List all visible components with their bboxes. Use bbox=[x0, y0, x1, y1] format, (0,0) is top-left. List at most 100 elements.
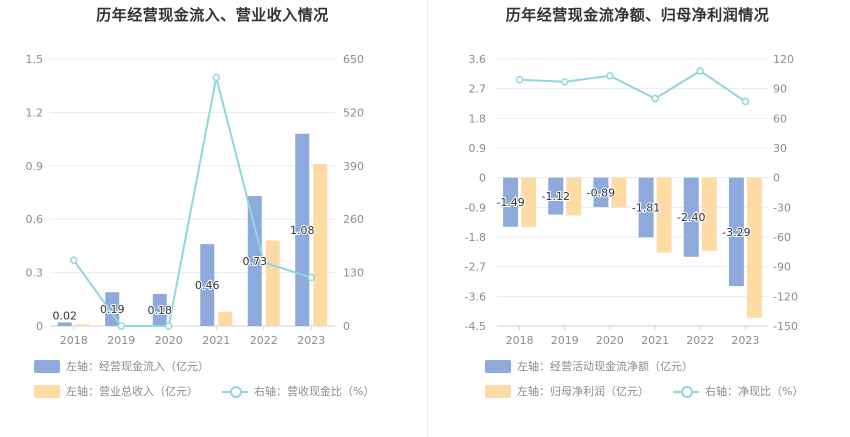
data-label: -1.12 bbox=[542, 190, 570, 203]
x-axis-tick-label: 2019 bbox=[551, 334, 579, 347]
right-axis-tick-label: 0 bbox=[343, 320, 350, 333]
right-axis-tick-label: 650 bbox=[343, 53, 364, 66]
right-axis-tick-label: 0 bbox=[773, 172, 780, 185]
legend-item-series-3[interactable]: 右轴：净现比（%） bbox=[673, 383, 803, 399]
right-axis-tick-label: -30 bbox=[773, 201, 791, 214]
bar-series-1 bbox=[247, 196, 262, 326]
data-label: 0.19 bbox=[100, 303, 125, 316]
chart-panel-cash-inflow: 历年经营现金流入、营业收入情况 0 0.3 0.6 0.9 1.2 1.5 0 130 260 3… bbox=[26, 6, 375, 399]
x-axis-tick-label: 2018 bbox=[506, 334, 534, 347]
line-series bbox=[72, 77, 312, 327]
legend-label: 左轴：经营活动现金流净额（亿元） bbox=[517, 360, 693, 373]
right-axis-tick-label: -60 bbox=[773, 231, 791, 244]
left-axis-tick-label: 0.9 bbox=[469, 142, 487, 155]
legend-swatch-icon bbox=[485, 384, 511, 398]
right-axis-tick-label: 260 bbox=[343, 213, 364, 226]
bar-series-2 bbox=[611, 177, 627, 208]
left-axis-tick-label: -4.5 bbox=[465, 320, 486, 333]
right-axis-tick-label: -90 bbox=[773, 261, 791, 274]
legend-item-series-3[interactable]: 右轴：营收现金比（%） bbox=[222, 383, 374, 399]
line-point bbox=[165, 322, 173, 330]
bar-series-2 bbox=[218, 311, 233, 326]
right-axis-tick-label: 130 bbox=[343, 267, 364, 280]
bar-series-2 bbox=[265, 240, 280, 326]
data-label: -0.89 bbox=[587, 186, 615, 199]
legend-item-series-2[interactable]: 左轴：营业总收入（亿元） bbox=[34, 383, 198, 399]
data-label: 0.18 bbox=[148, 304, 173, 317]
chart-plot: 0 0.3 0.6 0.9 1.2 1.5 0 130 260 390 520 650 2018 2019… bbox=[26, 53, 365, 347]
x-axis-tick-label: 2022 bbox=[686, 334, 714, 347]
left-axis-tick-label: 1.2 bbox=[26, 106, 44, 119]
x-axis-tick-label: 2022 bbox=[250, 334, 278, 347]
line-series bbox=[519, 69, 746, 103]
legend-label: 右轴：营收现金比（%） bbox=[254, 385, 375, 398]
data-label: -1.49 bbox=[496, 196, 524, 209]
bar-series-2 bbox=[313, 164, 328, 326]
x-axis-tick-label: 2019 bbox=[107, 334, 135, 347]
x-axis-tick-label: 2023 bbox=[297, 334, 325, 347]
line-point bbox=[561, 77, 569, 86]
x-axis-tick-label: 2023 bbox=[731, 334, 759, 347]
legend-swatch-icon bbox=[485, 359, 511, 373]
bar-series-1 bbox=[503, 177, 519, 227]
left-axis-tick-label: 3.6 bbox=[469, 53, 487, 66]
bar-series-1 bbox=[200, 244, 215, 326]
legend-item-series-2[interactable]: 左轴：归母净利润（亿元） bbox=[485, 383, 649, 399]
data-label: 0.73 bbox=[243, 255, 268, 268]
data-label: -3.29 bbox=[722, 226, 750, 239]
line-point bbox=[606, 72, 614, 80]
line-point bbox=[696, 67, 704, 75]
left-axis-tick-label: -1.8 bbox=[465, 231, 486, 244]
line-point bbox=[260, 258, 268, 267]
left-axis-tick-label: 0 bbox=[479, 172, 486, 185]
line-point bbox=[515, 76, 524, 84]
bar-series-1 bbox=[548, 177, 564, 215]
bar-series-1 bbox=[728, 177, 744, 287]
right-axis-tick-label: 390 bbox=[343, 160, 364, 173]
legend-swatch-icon bbox=[34, 359, 60, 373]
left-axis-tick-label: 0.6 bbox=[26, 213, 44, 226]
right-axis-tick-label: 30 bbox=[773, 142, 787, 155]
data-label: 0.46 bbox=[195, 279, 220, 292]
right-axis-tick-label: 120 bbox=[773, 53, 794, 66]
chart-plot: -4.5 -3.6 -2.7 -1.8 -0.9 0 0.9 1.8 2.7 3.6 -150 -12… bbox=[465, 53, 798, 347]
legend-label: 左轴：归母净利润（亿元） bbox=[517, 385, 649, 398]
right-axis-tick-label: -150 bbox=[773, 320, 798, 333]
line-point bbox=[117, 322, 125, 330]
legend-label: 左轴：营业总收入（亿元） bbox=[66, 385, 198, 398]
data-label: -2.40 bbox=[677, 211, 705, 224]
data-label: -1.81 bbox=[632, 201, 660, 214]
line-point bbox=[70, 256, 78, 265]
left-axis-tick-label: -3.6 bbox=[465, 290, 486, 303]
bar-series-1 bbox=[57, 322, 72, 326]
chart-title: 历年经营现金流净额、归母净利润情况 bbox=[505, 6, 770, 24]
right-axis-tick-label: 520 bbox=[343, 106, 364, 119]
left-axis-tick-label: -0.9 bbox=[465, 201, 486, 214]
bar-series-2 bbox=[701, 177, 717, 251]
chart-panel-net-cash: 历年经营现金流净额、归母净利润情况 -4.5 -3.6 -2.7 -1.8 -0.9 0 0… bbox=[425, 0, 850, 437]
line-point bbox=[307, 273, 315, 282]
legend-label: 左轴：经营现金流入（亿元） bbox=[66, 360, 209, 373]
x-axis-tick-label: 2018 bbox=[60, 334, 88, 347]
left-axis-tick-label: 0.9 bbox=[26, 160, 44, 173]
left-axis-tick-label: 2.7 bbox=[469, 83, 487, 96]
line-point bbox=[212, 73, 220, 82]
right-axis-tick-label: -120 bbox=[773, 290, 798, 303]
left-axis-tick-label: 0 bbox=[36, 320, 43, 333]
x-axis-tick-label: 2021 bbox=[202, 334, 230, 347]
right-axis-tick-label: 90 bbox=[773, 83, 787, 96]
legend-item-series-1[interactable]: 左轴：经营现金流入（亿元） bbox=[34, 358, 209, 374]
x-axis-tick-label: 2020 bbox=[155, 334, 183, 347]
bar-series-1 bbox=[593, 177, 609, 208]
bar-series-1 bbox=[683, 177, 699, 257]
bar-series-2 bbox=[656, 177, 672, 253]
left-axis-tick-label: -2.7 bbox=[465, 261, 486, 274]
left-axis-tick-label: 1.5 bbox=[26, 53, 44, 66]
right-axis-tick-label: 60 bbox=[773, 112, 787, 125]
bar-series-2 bbox=[521, 177, 537, 228]
bar-series-2 bbox=[566, 177, 582, 216]
legend-line-marker-icon bbox=[673, 385, 699, 398]
legend-item-series-1[interactable]: 左轴：经营活动现金流净额（亿元） bbox=[485, 358, 693, 374]
bar-series-1 bbox=[152, 293, 167, 326]
data-label: 1.08 bbox=[290, 224, 315, 237]
